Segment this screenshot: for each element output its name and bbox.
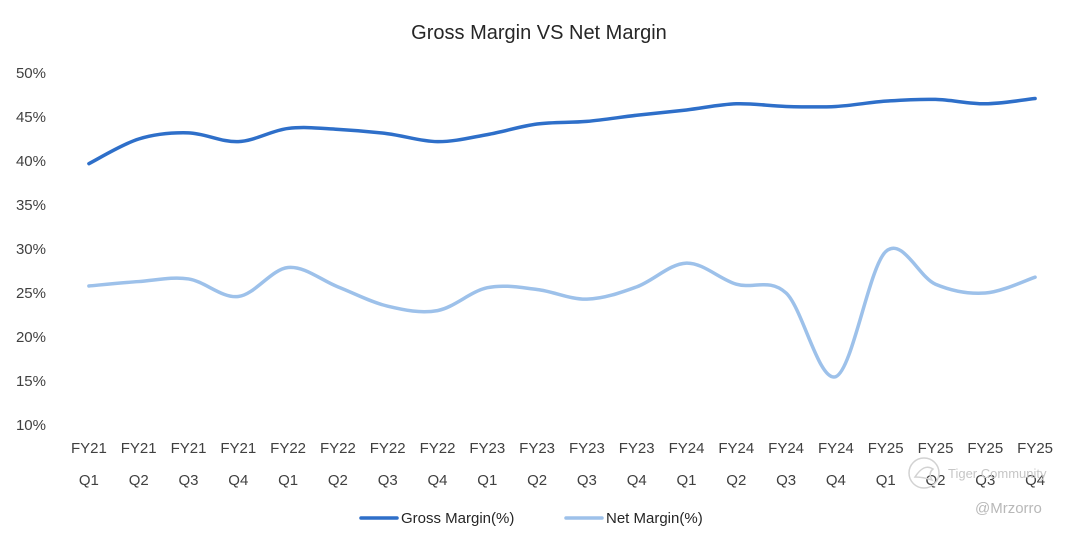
x-tick-label-quarter: Q1: [79, 472, 99, 489]
x-tick-label-quarter: Q3: [975, 472, 995, 489]
x-tick-label-year: FY21: [220, 440, 256, 457]
y-tick-label: 40%: [16, 153, 46, 170]
x-tick-label-year: FY25: [967, 440, 1003, 457]
x-tick-label-quarter: Q1: [676, 472, 696, 489]
x-tick-label-year: FY24: [718, 440, 754, 457]
x-tick-label-year: FY23: [619, 440, 655, 457]
x-tick-label-year: FY25: [868, 440, 904, 457]
x-tick-label-year: FY24: [669, 440, 705, 457]
y-tick-label: 45%: [16, 109, 46, 126]
y-tick-label: 15%: [16, 373, 46, 390]
x-tick-label-quarter: Q4: [228, 472, 248, 489]
legend: Gross Margin(%) Net Margin(%): [359, 510, 703, 527]
x-tick-label-quarter: Q1: [876, 472, 896, 489]
x-tick-label-year: FY21: [171, 440, 207, 457]
x-axis: FY21 Q1 FY21 Q2 FY21 Q3 FY21 Q4 FY22 Q1 FY22 Q2 FY22…: [71, 440, 1053, 489]
x-tick-label-quarter: Q4: [1025, 472, 1045, 489]
y-axis: 10% 15% 20% 25% 30% 35% 40% 45% 50%: [16, 65, 46, 434]
series-line-net-margin: [87, 246, 1037, 379]
y-tick-label: 20%: [16, 329, 46, 346]
legend-label: Gross Margin(%): [401, 510, 514, 527]
chart-title: Gross Margin VS Net Margin: [411, 22, 667, 44]
y-tick-label: 30%: [16, 241, 46, 258]
x-tick-label-quarter: Q3: [776, 472, 796, 489]
series-layer: [87, 96, 1037, 379]
x-tick-label-year: FY22: [270, 440, 306, 457]
x-tick-label-year: FY23: [569, 440, 605, 457]
x-tick-label-year: FY24: [768, 440, 804, 457]
x-tick-label-year: FY23: [519, 440, 555, 457]
x-tick-label-year: FY25: [1017, 440, 1053, 457]
series-line-gross-margin: [87, 96, 1037, 166]
y-tick-label: 25%: [16, 285, 46, 302]
x-tick-label-year: FY22: [320, 440, 356, 457]
x-tick-label-quarter: Q3: [178, 472, 198, 489]
x-tick-label-year: FY23: [469, 440, 505, 457]
y-tick-label: 35%: [16, 197, 46, 214]
watermark-community: Tiger Community: [948, 466, 1047, 481]
x-tick-label-quarter: Q1: [477, 472, 497, 489]
x-tick-label-year: FY22: [420, 440, 456, 457]
x-tick-label-year: FY21: [121, 440, 157, 457]
x-tick-label-quarter: Q3: [378, 472, 398, 489]
x-tick-label-quarter: Q4: [826, 472, 846, 489]
x-tick-label-quarter: Q1: [278, 472, 298, 489]
x-tick-label-quarter: Q2: [726, 472, 746, 489]
tiger-logo-icon: [908, 457, 940, 489]
legend-label: Net Margin(%): [606, 510, 703, 527]
x-tick-label-quarter: Q2: [328, 472, 348, 489]
y-tick-label: 50%: [16, 65, 46, 82]
x-tick-label-year: FY21: [71, 440, 107, 457]
x-tick-label-year: FY25: [918, 440, 954, 457]
watermark-handle: @Mrzorro: [975, 500, 1042, 517]
x-tick-label-quarter: Q2: [129, 472, 149, 489]
x-tick-label-quarter: Q2: [527, 472, 547, 489]
x-tick-label-quarter: Q3: [577, 472, 597, 489]
y-tick-label: 10%: [16, 417, 46, 434]
x-tick-label-year: FY24: [818, 440, 854, 457]
x-tick-label-quarter: Q4: [627, 472, 647, 489]
x-tick-label-year: FY22: [370, 440, 406, 457]
x-tick-label-quarter: Q4: [427, 472, 447, 489]
